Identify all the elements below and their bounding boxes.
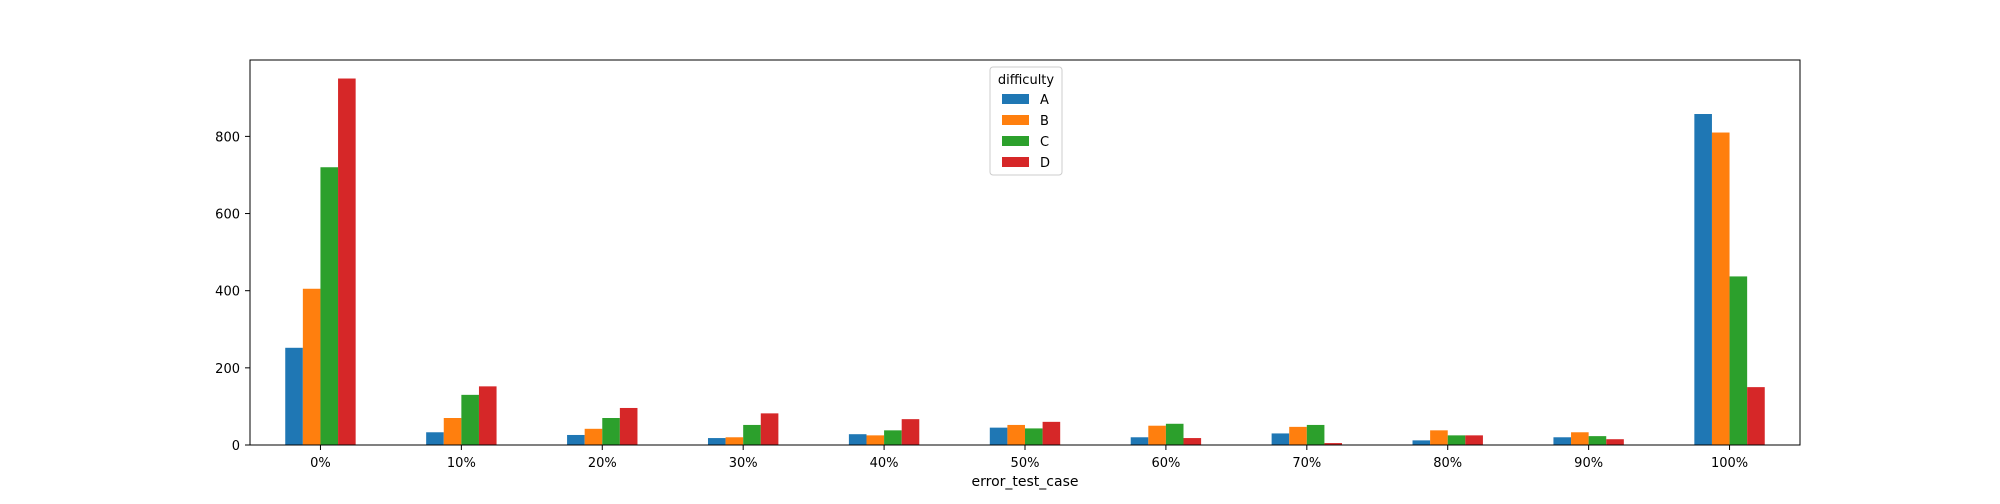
legend-swatch-C (1002, 136, 1029, 146)
y-axis: 0 200 400 600 800 (215, 130, 250, 454)
legend-label-C: C (1040, 135, 1049, 150)
bar-C-3 (743, 424, 761, 445)
bar-D-4 (901, 419, 920, 445)
bar-A-6 (1130, 437, 1149, 445)
bar-B-1 (443, 418, 462, 445)
bar-C-9 (1588, 436, 1607, 445)
bar-C-4 (884, 430, 902, 445)
bar-B-2 (584, 428, 603, 445)
bar-A-5 (989, 427, 1008, 445)
bar-B-6 (1148, 425, 1166, 445)
bar-C-10 (1729, 276, 1748, 445)
bar-C-2 (602, 418, 620, 445)
bar-A-9 (1553, 437, 1572, 445)
legend-swatch-A (1002, 94, 1029, 104)
bar-B-9 (1571, 432, 1589, 445)
bar-D-0 (338, 78, 356, 446)
bar-B-8 (1430, 430, 1448, 445)
bar-C-0 (320, 167, 339, 446)
bar-D-8 (1465, 435, 1483, 445)
x-tick-label: 60% (1151, 456, 1180, 471)
y-tick-label: 0 (232, 439, 240, 454)
x-tick-label: 100% (1711, 456, 1748, 471)
x-tick-label: 40% (870, 456, 899, 471)
y-tick-label: 800 (215, 130, 240, 145)
bar-A-2 (567, 434, 585, 445)
x-tick-label: 30% (729, 456, 758, 471)
bar-B-4 (866, 435, 885, 445)
legend-label-D: D (1040, 156, 1050, 171)
legend-swatch-B (1002, 115, 1029, 125)
x-tick-label: 90% (1574, 456, 1603, 471)
legend-label-B: B (1040, 114, 1049, 129)
bar-D-3 (760, 413, 779, 445)
x-tick-label: 20% (588, 456, 617, 471)
bar-A-4 (848, 434, 867, 445)
legend-swatch-D (1002, 157, 1029, 167)
bar-D-7 (1324, 443, 1343, 445)
bar-D-5 (1042, 421, 1061, 445)
bar-C-1 (461, 394, 479, 445)
bar-A-10 (1694, 114, 1712, 445)
legend-label-A: A (1040, 93, 1049, 108)
x-axis: 0% 10% 20% 30% 40% 50% 60% 70% 80% 90% 100% (310, 445, 1748, 471)
y-tick-label: 400 (215, 285, 240, 300)
legend-title: difficulty (998, 73, 1055, 88)
bar-B-10 (1711, 132, 1730, 445)
bar-D-1 (478, 386, 497, 445)
bar-A-1 (426, 432, 444, 445)
x-tick-label: 10% (447, 456, 476, 471)
x-tick-label: 70% (1292, 456, 1321, 471)
bar-B-0 (302, 288, 321, 445)
bar-D-10 (1747, 387, 1765, 445)
bar-A-3 (707, 438, 726, 445)
x-axis-label: error_test_case (972, 474, 1079, 490)
x-tick-label: 80% (1433, 456, 1462, 471)
bar-C-7 (1306, 424, 1325, 445)
bar-C-6 (1165, 423, 1184, 445)
bar-B-5 (1007, 424, 1025, 445)
bar-C-8 (1447, 435, 1466, 445)
bars-layer (285, 78, 1765, 446)
bar-D-6 (1183, 438, 1202, 445)
bar-B-3 (725, 437, 744, 445)
x-tick-label: 0% (310, 456, 331, 471)
bar-D-9 (1606, 439, 1624, 445)
bar-A-7 (1271, 433, 1290, 445)
bar-A-8 (1412, 440, 1431, 445)
y-tick-label: 600 (215, 208, 240, 223)
bar-C-5 (1025, 428, 1043, 445)
x-tick-label: 50% (1011, 456, 1040, 471)
y-tick-label: 200 (215, 362, 240, 377)
bar-B-7 (1289, 426, 1307, 445)
bar-A-0 (285, 347, 303, 445)
bar-D-2 (619, 407, 638, 445)
